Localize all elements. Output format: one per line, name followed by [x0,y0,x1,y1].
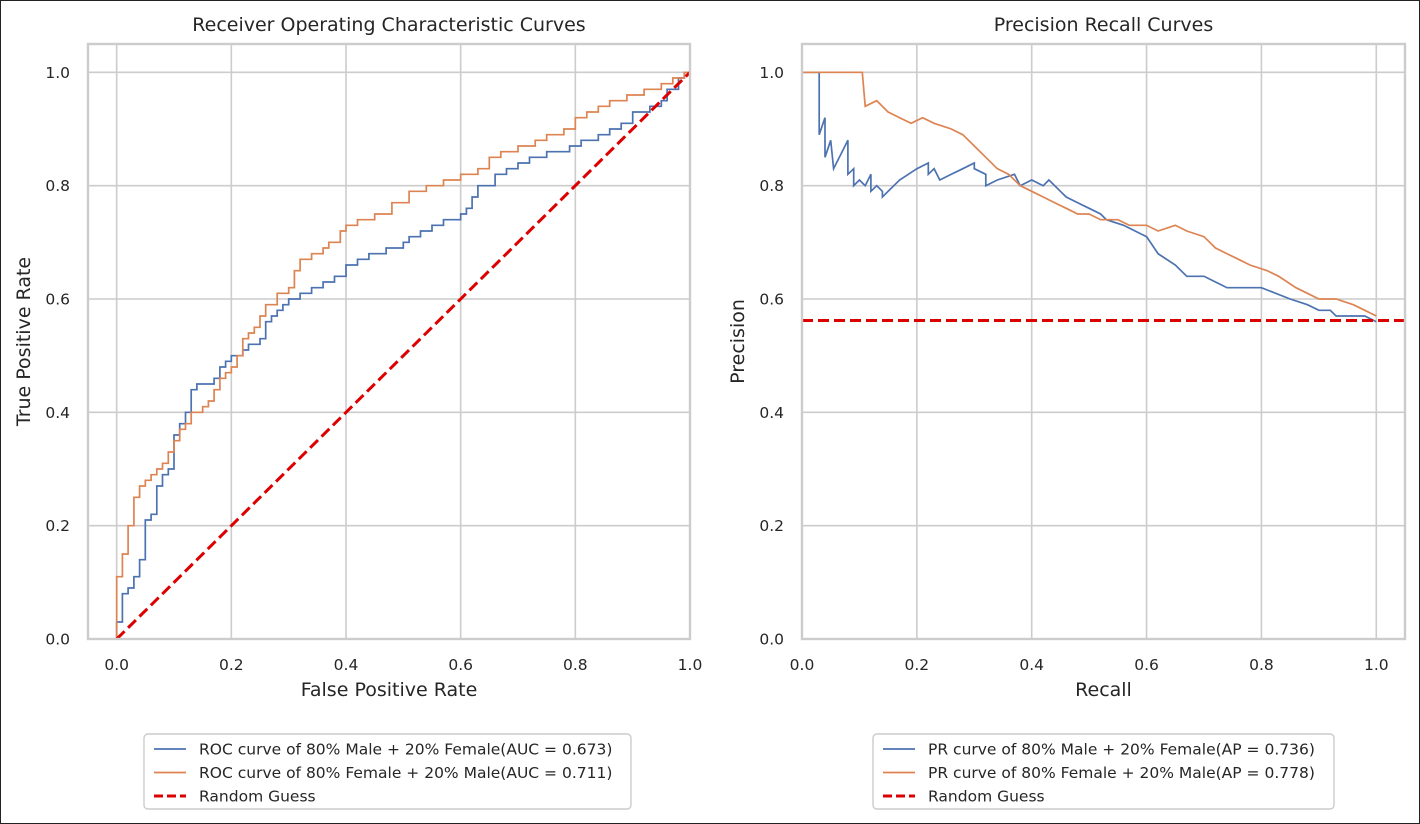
series-line-2 [115,71,690,639]
x-tick-label: 0.6 [1134,656,1159,674]
legend-entry-1: ROC curve of 80% Male + 20% Female(AUC =… [199,741,612,759]
x-tick-label: 0.0 [104,656,129,674]
series-line-1 [802,71,1377,323]
y-tick-label: 0.0 [45,631,70,649]
x-axis-label: Recall [1075,679,1132,701]
x-tick-label: 0.8 [563,656,588,674]
x-tick-label: 0.8 [1249,656,1274,674]
y-tick-label: 0.6 [759,291,784,309]
plot-frame [800,42,1407,641]
x-tick-label: 0.4 [1019,656,1044,674]
y-tick-label: 0.2 [45,517,70,535]
legend-box [143,733,632,810]
legend: PR curve of 80% Male + 20% Female(AP = 0… [872,733,1335,810]
x-tick-label: 0.4 [334,656,359,674]
y-tick-label: 1.0 [45,64,70,82]
legend-box [872,733,1335,810]
x-tick-label: 1.0 [1364,656,1389,674]
chart-panel-1: 0.0 0.2 0.4 0.6 0.8 1.0 0.0 0.2 0.4 0.6 0.8 1.0 Rece… [13,14,703,810]
legend-entry-3: Random Guess [199,788,316,806]
chart-title: Receiver Operating Characteristic Curves [192,14,585,36]
series-line-2 [802,71,1377,317]
x-tick-label: 0.0 [790,656,815,674]
chart-panel-2: 0.0 0.2 0.4 0.6 0.8 1.0 0.0 0.2 0.4 0.6 0.8 1.0 Prec… [727,14,1407,810]
y-tick-label: 0.2 [759,517,784,535]
x-tick-label: 0.6 [448,656,473,674]
y-tick-label: 0.0 [759,631,784,649]
plot-frame [86,42,692,641]
legend: ROC curve of 80% Male + 20% Female(AUC =… [143,733,632,810]
y-axis-label: True Positive Rate [13,257,35,427]
y-tick-label: 0.6 [45,291,70,309]
y-tick-label: 0.4 [759,404,784,422]
legend-entry-1: PR curve of 80% Male + 20% Female(AP = 0… [928,741,1315,759]
legend-entry-3: Random Guess [928,788,1045,806]
x-tick-label: 1.0 [678,656,703,674]
series-line-3 [115,71,690,639]
x-tick-label: 0.2 [219,656,244,674]
x-tick-label: 0.2 [905,656,930,674]
y-axis-label: Precision [727,299,749,384]
series-line-1 [115,71,690,639]
y-tick-label: 0.8 [759,177,784,195]
y-tick-label: 0.8 [45,177,70,195]
y-tick-label: 0.4 [45,404,70,422]
legend-entry-2: PR curve of 80% Female + 20% Male(AP = 0… [928,764,1315,782]
x-axis-label: False Positive Rate [301,679,478,701]
chart-title: Precision Recall Curves [994,14,1214,36]
legend-entry-2: ROC curve of 80% Female + 20% Male(AUC =… [199,764,612,782]
y-tick-label: 1.0 [759,64,784,82]
